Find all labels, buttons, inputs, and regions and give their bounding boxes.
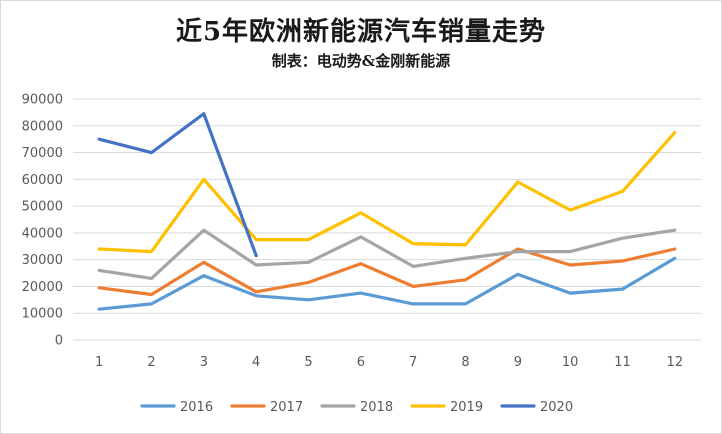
legend-item-2019: 2019 bbox=[410, 400, 483, 415]
x-tick-label: 12 bbox=[667, 355, 684, 370]
legend-item-2018: 2018 bbox=[320, 400, 393, 415]
y-tick-label: 60000 bbox=[22, 173, 63, 188]
series-line-2020 bbox=[97, 112, 258, 258]
x-tick-label: 11 bbox=[614, 355, 631, 370]
y-tick-label: 20000 bbox=[22, 280, 63, 295]
legend: 2016 2017 2018 2019 2020 bbox=[140, 400, 573, 415]
chart-title: 近5年欧洲新能源汽车销量走势 bbox=[175, 17, 547, 47]
y-tick-label: 90000 bbox=[22, 93, 63, 108]
x-tick-label: 5 bbox=[304, 355, 312, 370]
series-line-2018 bbox=[97, 228, 677, 280]
series-lines bbox=[97, 112, 677, 311]
y-tick-label: 30000 bbox=[22, 253, 63, 268]
y-tick-label: 0 bbox=[55, 334, 63, 349]
y-axis-ticks: 0 10000 20000 30000 40000 50000 60000 70000 8000… bbox=[22, 93, 63, 349]
legend-label: 2019 bbox=[450, 400, 483, 415]
y-tick-label: 80000 bbox=[22, 119, 63, 134]
series-line-2019 bbox=[97, 130, 677, 254]
series-line-2016 bbox=[97, 256, 677, 311]
x-tick-label: 7 bbox=[409, 355, 417, 370]
legend-label: 2020 bbox=[540, 400, 573, 415]
y-tick-label: 10000 bbox=[22, 307, 63, 322]
x-tick-label: 9 bbox=[514, 355, 522, 370]
y-tick-label: 40000 bbox=[22, 226, 63, 241]
series-line-2017 bbox=[97, 247, 677, 297]
legend-item-2020: 2020 bbox=[500, 400, 573, 415]
legend-label: 2016 bbox=[180, 400, 213, 415]
gridlines bbox=[73, 98, 701, 341]
legend-label: 2017 bbox=[270, 400, 303, 415]
x-tick-label: 1 bbox=[95, 355, 103, 370]
y-tick-label: 50000 bbox=[22, 200, 63, 215]
x-tick-label: 10 bbox=[562, 355, 579, 370]
x-tick-label: 3 bbox=[200, 355, 208, 370]
chart-subtitle: 制表：电动势&金刚新能源 bbox=[271, 52, 451, 70]
x-tick-label: 2 bbox=[147, 355, 155, 370]
y-tick-label: 70000 bbox=[22, 146, 63, 161]
x-tick-label: 8 bbox=[461, 355, 469, 370]
x-tick-label: 4 bbox=[252, 355, 260, 370]
legend-item-2017: 2017 bbox=[230, 400, 303, 415]
x-axis-ticks: 1 2 3 4 5 6 7 8 9 10 11 12 bbox=[95, 355, 683, 370]
x-tick-label: 6 bbox=[357, 355, 365, 370]
legend-label: 2018 bbox=[360, 400, 393, 415]
legend-item-2016: 2016 bbox=[140, 400, 213, 415]
